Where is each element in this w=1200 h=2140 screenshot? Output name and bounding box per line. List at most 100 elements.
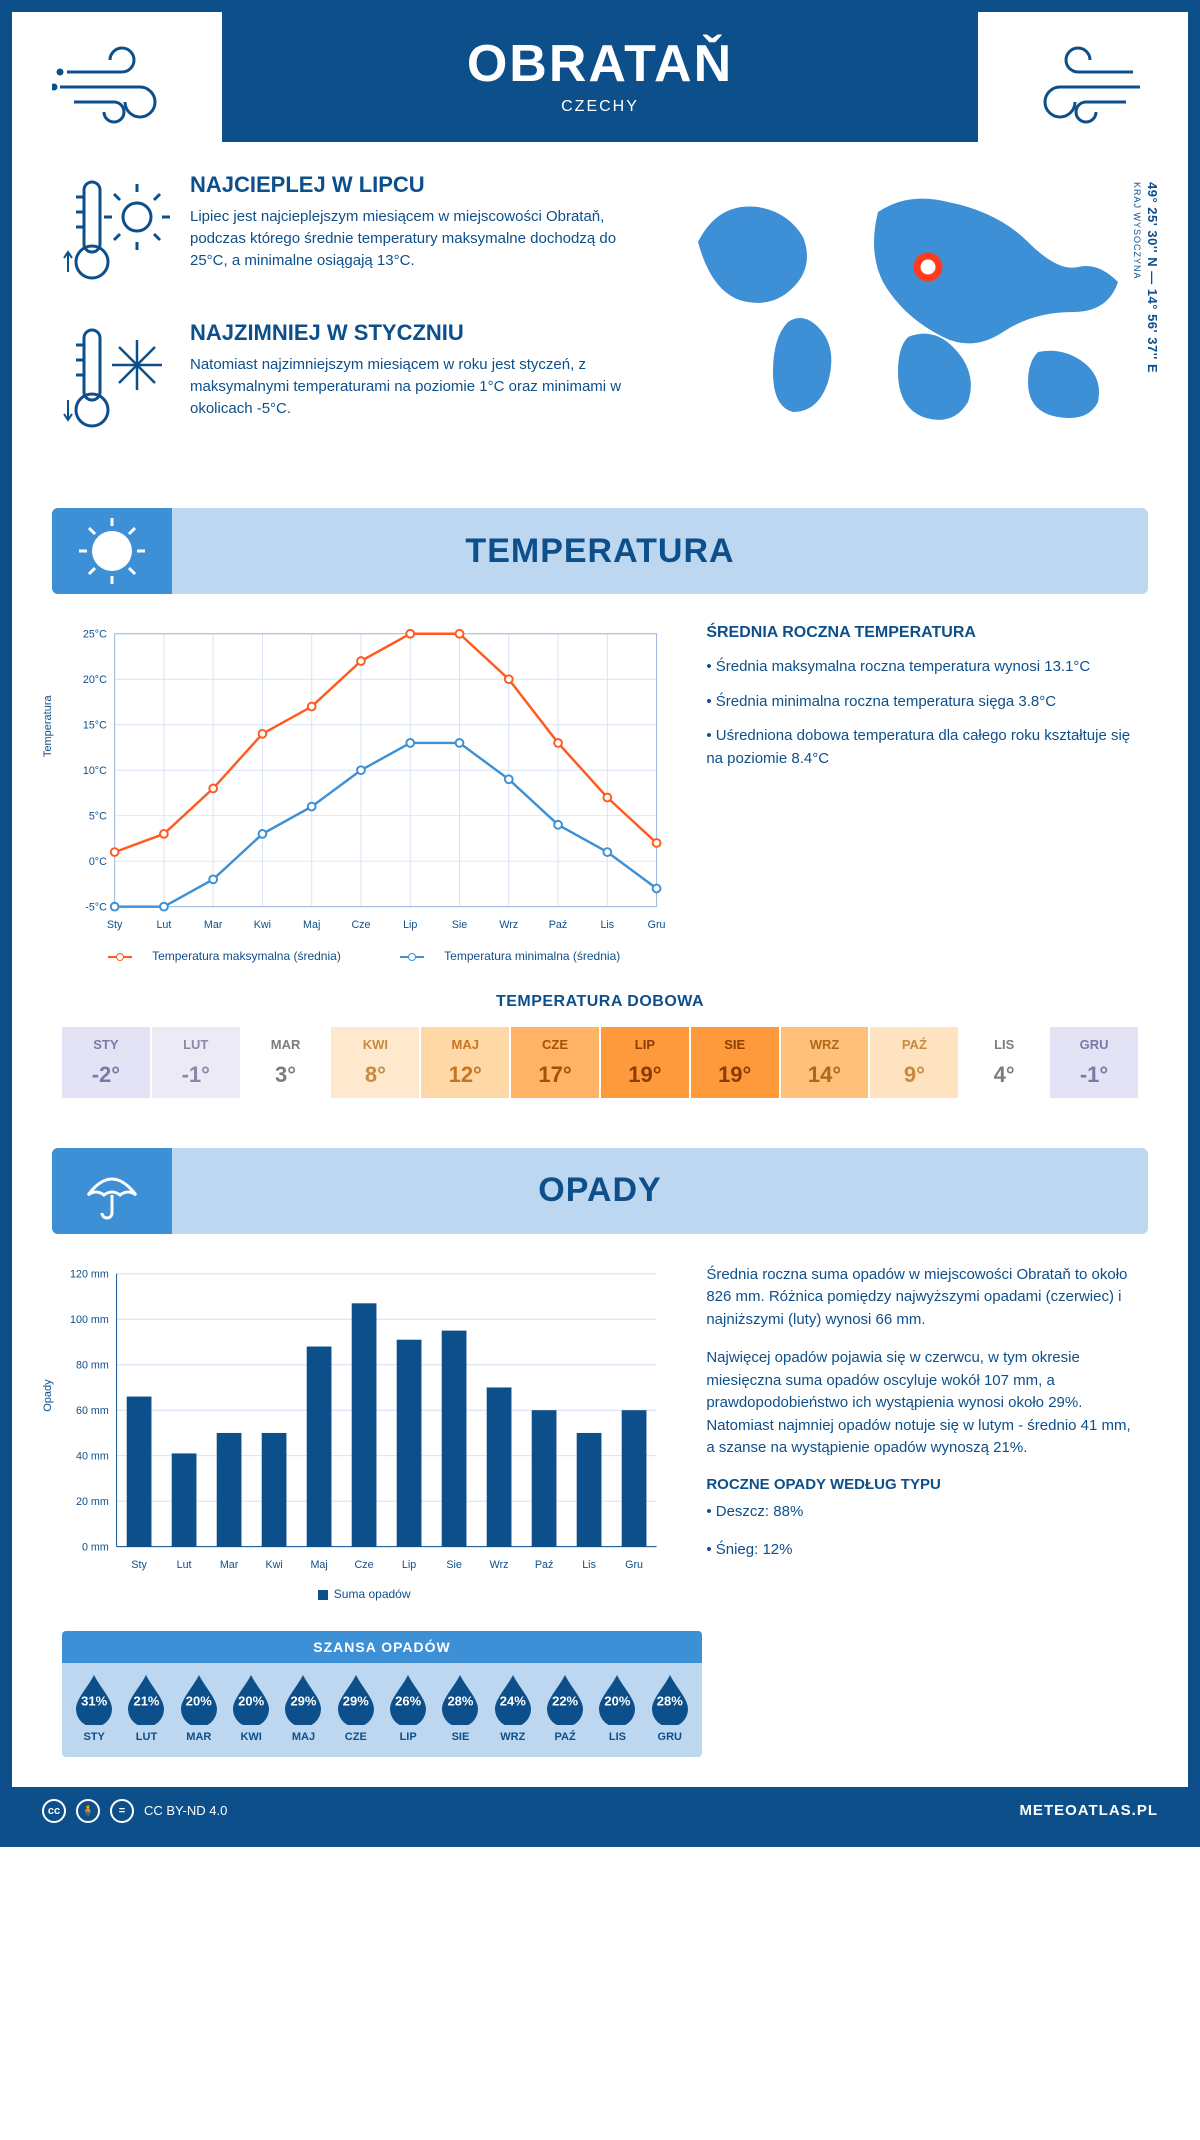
daily-temperature-table: TEMPERATURA DOBOWA STY-2° LUT-1° MAR3° K… [12,973,1188,1128]
svg-text:Mar: Mar [204,919,223,931]
precip-y-label: Opady [42,1380,54,1412]
raindrop-icon: 29% [334,1673,378,1725]
svg-text:Maj: Maj [310,1559,327,1571]
world-map: 49° 25' 30'' N — 14° 56' 37'' E KRAJ WYS… [678,172,1138,468]
svg-text:Gru: Gru [625,1559,643,1571]
avg-temp-title: ŚREDNIA ROCZNA TEMPERATURA [706,624,1138,642]
svg-text:25°C: 25°C [83,629,107,641]
precip-banner: OPADY [52,1148,1148,1234]
precip-type-title: ROCZNE OPADY WEDŁUG TYPU [706,1476,1138,1493]
wind-icon [52,32,192,132]
location-marker [917,256,939,278]
svg-text:100 mm: 100 mm [70,1314,109,1326]
svg-text:Gru: Gru [648,919,666,931]
daily-title: TEMPERATURA DOBOWA [62,993,1138,1011]
daily-cell: LIS4° [960,1027,1048,1098]
svg-text:20 mm: 20 mm [76,1496,109,1508]
svg-text:Kwi: Kwi [254,919,271,931]
svg-text:Lip: Lip [403,919,417,931]
raindrop-icon: 26% [386,1673,430,1725]
svg-text:Wrz: Wrz [490,1559,509,1571]
svg-text:20°C: 20°C [83,674,107,686]
daily-cell: PAŹ9° [870,1027,958,1098]
raindrop-icon: 24% [491,1673,535,1725]
svg-text:Lis: Lis [582,1559,596,1571]
type-bullet: • Deszcz: 88% [706,1501,1138,1524]
svg-text:80 mm: 80 mm [76,1360,109,1372]
chance-cell: 21% LUT [120,1673,172,1743]
title-banner: OBRATAŇ CZECHY [222,12,978,142]
daily-cell: GRU-1° [1050,1027,1138,1098]
temperature-chart: Temperatura -5°C0°C5°C10°C15°C20°C25°CSt… [62,624,666,963]
svg-text:120 mm: 120 mm [70,1269,109,1281]
chance-cell: 28% GRU [644,1673,696,1743]
svg-text:Wrz: Wrz [499,919,518,931]
intro-row: NAJCIEPLEJ W LIPCU Lipiec jest najcieple… [12,142,1188,488]
svg-text:Lip: Lip [402,1559,416,1571]
svg-text:40 mm: 40 mm [76,1450,109,1462]
svg-text:Lut: Lut [156,919,171,931]
raindrop-icon: 29% [281,1673,325,1725]
thermometer-snow-icon [62,320,172,440]
chance-cell: 26% LIP [382,1673,434,1743]
coldest-title: NAJZIMNIEJ W STYCZNIU [190,320,648,346]
avg-bullet: • Średnia minimalna roczna temperatura s… [706,691,1138,714]
footer: cc 🧍 = CC BY-ND 4.0 METEOATLAS.PL [12,1787,1188,1835]
precip-para1: Średnia roczna suma opadów w miejscowośc… [706,1264,1138,1332]
chance-cell: 29% CZE [330,1673,382,1743]
chance-cell: 24% WRZ [487,1673,539,1743]
svg-text:Paź: Paź [535,1559,553,1571]
svg-text:0°C: 0°C [89,856,107,868]
wind-icon [1008,32,1148,132]
chance-cell: 28% SIE [434,1673,486,1743]
precip-chart: Opady 0 mm20 mm40 mm60 mm80 mm100 mm120 … [62,1264,666,1601]
site-name: METEOATLAS.PL [1019,1802,1158,1819]
temp-legend: Temperatura maksymalna (średnia) Tempera… [62,949,666,963]
raindrop-icon: 21% [124,1673,168,1725]
svg-text:Lis: Lis [600,919,614,931]
warmest-title: NAJCIEPLEJ W LIPCU [190,172,648,198]
svg-text:5°C: 5°C [89,811,107,823]
raindrop-icon: 20% [595,1673,639,1725]
daily-cell: SIE19° [691,1027,779,1098]
coldest-block: NAJZIMNIEJ W STYCZNIU Natomiast najzimni… [62,320,648,440]
infographic-container: OBRATAŇ CZECHY [0,0,1200,1847]
warmest-body: Lipiec jest najcieplejszym miesiącem w m… [190,206,648,271]
svg-text:Cze: Cze [355,1559,374,1571]
precip-title: OPADY [52,1171,1148,1210]
temperature-title: TEMPERATURA [52,532,1148,571]
avg-bullet: • Uśredniona dobowa temperatura dla całe… [706,725,1138,770]
type-bullet: • Śnieg: 12% [706,1539,1138,1562]
daily-cell: MAR3° [242,1027,330,1098]
raindrop-icon: 20% [177,1673,221,1725]
header: OBRATAŇ CZECHY [12,12,1188,142]
chance-title: SZANSA OPADÓW [62,1631,702,1663]
nd-icon: = [110,1799,134,1823]
svg-text:Kwi: Kwi [265,1559,282,1571]
raindrop-icon: 22% [543,1673,587,1725]
svg-text:-5°C: -5°C [85,902,107,914]
country-name: CZECHY [242,98,958,116]
avg-bullet: • Średnia maksymalna roczna temperatura … [706,656,1138,679]
temperature-summary: ŚREDNIA ROCZNA TEMPERATURA • Średnia mak… [706,624,1138,963]
cc-icon: cc [42,1799,66,1823]
raindrop-icon: 31% [72,1673,116,1725]
temperature-banner: TEMPERATURA [52,508,1148,594]
chance-cell: 22% PAŹ [539,1673,591,1743]
svg-text:60 mm: 60 mm [76,1405,109,1417]
svg-text:15°C: 15°C [83,720,107,732]
raindrop-icon: 28% [648,1673,692,1725]
coldest-body: Natomiast najzimniejszym miesiącem w rok… [190,354,648,419]
svg-text:Cze: Cze [351,919,370,931]
daily-cell: CZE17° [511,1027,599,1098]
chance-cell: 31% STY [68,1673,120,1743]
daily-cell: MAJ12° [421,1027,509,1098]
precip-summary: Średnia roczna suma opadów w miejscowośc… [706,1264,1138,1601]
svg-text:0 mm: 0 mm [82,1541,109,1553]
raindrop-icon: 20% [229,1673,273,1725]
svg-text:10°C: 10°C [83,765,107,777]
thermometer-sun-icon [62,172,172,292]
svg-text:Sty: Sty [131,1559,147,1571]
svg-text:Maj: Maj [303,919,320,931]
svg-text:Mar: Mar [220,1559,239,1571]
